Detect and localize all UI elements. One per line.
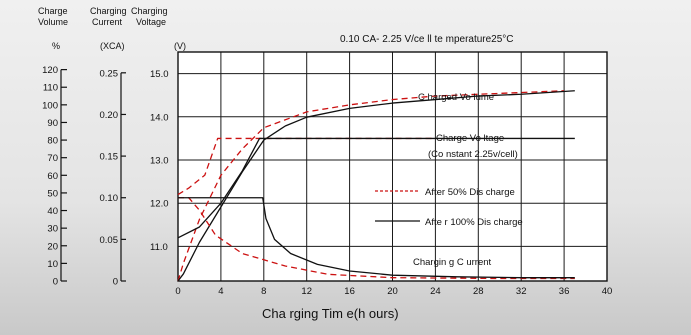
volume-tick-label: 110 xyxy=(43,83,58,94)
volume-tick-label: 100 xyxy=(42,100,58,111)
charged-volume-after-100-line xyxy=(177,90,575,282)
x-tick-label: 40 xyxy=(602,286,613,297)
charge-voltage-after-100-line xyxy=(177,137,575,239)
volume-axis-header-line2: Volume xyxy=(38,17,68,27)
charge-voltage-subannotation: (Co nstant 2.25v/cell) xyxy=(428,149,518,160)
volume-tick-label: 70 xyxy=(47,153,58,164)
chart-title: 0.10 CA- 2.25 V/ce ll te mperature25°C xyxy=(340,34,514,45)
voltage-tick-label: 11.0 xyxy=(150,242,168,253)
charged-volume-annotation: C harged Vo lume xyxy=(418,92,494,103)
current-axis-header-line1: Charging xyxy=(90,6,127,16)
volume-tick-label: 50 xyxy=(47,188,58,199)
series-layer xyxy=(177,90,575,282)
x-tick-label: 20 xyxy=(387,286,398,297)
x-tick-label: 0 xyxy=(175,286,180,297)
x-tick-label: 32 xyxy=(516,286,527,297)
volume-tick-label: 30 xyxy=(47,224,58,235)
x-tick-label: 24 xyxy=(430,286,441,297)
legend-label-100: Afte r 100% Dis charge xyxy=(425,217,523,228)
volume-tick-label: 20 xyxy=(47,241,58,252)
current-tick-label: 0.10 xyxy=(100,193,119,204)
volume-tick-label: 0 xyxy=(53,277,58,288)
volume-axis-unit: % xyxy=(52,41,60,51)
axes-layer xyxy=(60,51,608,282)
legend-label-50: After 50% Dis charge xyxy=(425,187,515,198)
current-tick-label: 0.25 xyxy=(100,68,119,79)
label-layer: 0 4 8 12 16 20 24 28 32 36 40 11.0 12.0 13.0 14.0 15.0 0… xyxy=(42,65,612,297)
voltage-axis-unit: (V) xyxy=(174,41,186,51)
charging-current-after-100-line xyxy=(178,197,575,279)
current-tick-label: 0.05 xyxy=(100,235,119,246)
charge-voltage-annotation: Charge Vo ltage xyxy=(436,133,504,144)
volume-tick-label: 40 xyxy=(47,206,58,217)
volume-tick-label: 80 xyxy=(47,136,58,147)
current-tick-label: 0.20 xyxy=(100,110,119,121)
voltage-tick-label: 14.0 xyxy=(150,112,169,123)
voltage-axis-header-line2: Voltage xyxy=(136,17,166,27)
charging-current-after-50-line xyxy=(178,197,575,280)
voltage-tick-label: 12.0 xyxy=(150,199,169,210)
x-tick-label: 12 xyxy=(301,286,312,297)
volume-tick-label: 120 xyxy=(42,65,58,76)
volume-tick-label: 90 xyxy=(47,118,58,129)
charging-current-annotation: Chargin g C urrent xyxy=(413,257,492,268)
x-tick-label: 8 xyxy=(261,286,266,297)
charged-volume-after-50-line xyxy=(177,90,565,282)
current-axis-header-line2: Current xyxy=(92,17,123,27)
voltage-tick-label: 13.0 xyxy=(150,156,169,167)
x-tick-label: 16 xyxy=(344,286,355,297)
current-axis-unit: (XCA) xyxy=(100,41,125,51)
current-tick-label: 0 xyxy=(113,277,118,288)
x-tick-label: 4 xyxy=(218,286,223,297)
voltage-axis-header-line1: Charging xyxy=(131,6,168,16)
volume-tick-label: 10 xyxy=(47,259,58,270)
x-axis-title: Cha rging Tim e(h ours) xyxy=(262,306,399,321)
volume-tick-label: 60 xyxy=(47,171,58,182)
voltage-tick-label: 15.0 xyxy=(150,69,169,80)
x-tick-label: 36 xyxy=(559,286,570,297)
current-tick-label: 0.15 xyxy=(100,152,119,163)
volume-axis-header-line1: Charge xyxy=(38,6,68,16)
x-tick-label: 28 xyxy=(473,286,484,297)
plot-frame xyxy=(177,51,608,282)
